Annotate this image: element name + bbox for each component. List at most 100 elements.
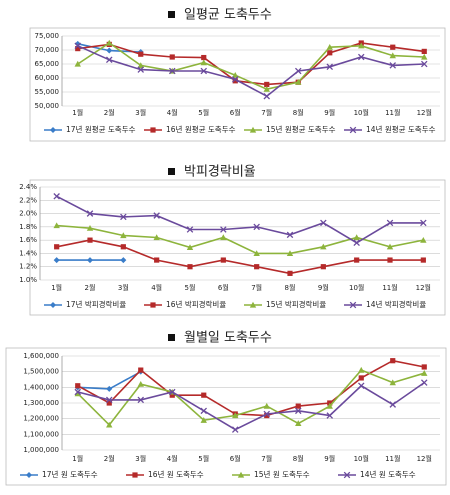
marker	[54, 244, 60, 250]
marker	[343, 471, 351, 479]
marker	[327, 50, 333, 56]
y-tick-label: 1,400,000	[23, 383, 59, 391]
marker	[264, 412, 270, 419]
marker	[420, 257, 426, 263]
chart-title: 박피경락비율	[184, 165, 256, 180]
y-tick-label: 70,000	[35, 46, 60, 54]
x-tick-label: 3월	[135, 108, 146, 117]
marker	[26, 472, 32, 478]
series-line	[77, 369, 425, 427]
marker	[86, 210, 94, 217]
series-line	[77, 359, 425, 417]
marker	[320, 219, 327, 227]
marker	[153, 212, 160, 219]
y-tick-label: 1.4%	[19, 249, 37, 257]
y-tick-label: 1.8%	[19, 223, 37, 231]
chart-title: 월별일 도축두수	[184, 331, 272, 346]
marker	[286, 231, 294, 239]
x-tick-label: 8월	[285, 283, 296, 292]
marker	[389, 379, 396, 386]
x-tick-label: 4월	[151, 283, 162, 292]
marker	[87, 257, 93, 264]
marker	[53, 193, 60, 200]
marker	[295, 403, 301, 409]
marker	[421, 48, 427, 54]
marker	[105, 396, 113, 404]
marker	[137, 381, 144, 387]
legend-label: 16년 박피경락비율	[166, 299, 226, 309]
marker	[138, 367, 144, 373]
title-icon	[168, 168, 175, 175]
x-tick-label: 9월	[324, 108, 335, 117]
legend-label: 15년 원 도축두수	[254, 469, 310, 479]
marker	[420, 236, 427, 243]
marker	[231, 426, 239, 433]
marker	[168, 388, 176, 396]
marker	[320, 264, 326, 270]
y-tick-label: 75,000	[35, 32, 60, 40]
y-tick-label: 2.4%	[19, 183, 37, 191]
series-line	[77, 381, 425, 431]
marker	[138, 51, 144, 57]
marker	[106, 39, 113, 46]
marker	[386, 243, 394, 250]
series-line	[77, 45, 425, 98]
y-tick-label: 1.2%	[19, 263, 37, 271]
x-tick-label: 3월	[118, 283, 129, 292]
marker	[220, 234, 227, 241]
marker	[150, 302, 156, 308]
marker	[263, 92, 271, 100]
marker	[168, 67, 176, 75]
marker	[237, 471, 245, 478]
marker	[254, 264, 260, 270]
marker	[389, 52, 396, 59]
x-tick-label: 10월	[354, 108, 369, 117]
marker	[137, 396, 145, 404]
marker	[231, 76, 239, 83]
marker	[295, 420, 302, 426]
marker	[105, 56, 113, 64]
y-tick-label: 1.0%	[19, 276, 37, 284]
marker	[320, 243, 327, 250]
marker	[137, 66, 145, 73]
y-tick-label: 65,000	[35, 60, 60, 68]
marker	[294, 407, 302, 415]
legend-label: 17년 원평균 도축두수	[66, 124, 136, 134]
legend-label: 16년 원평균 도축두수	[166, 124, 236, 134]
x-tick-label: 10월	[349, 283, 364, 292]
marker	[232, 72, 239, 78]
y-tick-label: 2.0%	[19, 210, 37, 218]
marker	[253, 223, 260, 231]
marker	[263, 410, 271, 418]
x-tick-label: 1월	[51, 283, 62, 292]
marker	[349, 126, 357, 134]
marker	[287, 270, 293, 276]
marker	[200, 407, 208, 415]
x-tick-label: 4월	[167, 108, 178, 117]
series-line	[56, 239, 424, 275]
marker	[264, 81, 270, 88]
x-tick-label: 4월	[167, 454, 178, 463]
x-tick-label: 7월	[261, 108, 272, 117]
marker	[200, 59, 207, 66]
marker	[200, 67, 208, 75]
x-tick-label: 12월	[417, 454, 432, 463]
marker	[86, 224, 94, 231]
legend-label: 17년 박피경락비율	[66, 299, 126, 309]
y-tick-label: 1,200,000	[23, 415, 59, 423]
marker	[326, 44, 333, 50]
marker	[74, 40, 81, 47]
x-tick-label: 2월	[104, 108, 115, 117]
marker	[75, 383, 81, 389]
marker	[286, 250, 294, 257]
marker	[389, 62, 397, 69]
marker	[50, 127, 56, 133]
chart-frame	[29, 179, 446, 316]
x-tick-label: 9월	[324, 454, 335, 463]
marker	[106, 47, 113, 54]
marker	[420, 379, 428, 386]
y-tick-label: 1,100,000	[23, 430, 59, 438]
x-tick-label: 11월	[385, 108, 400, 117]
marker	[74, 60, 81, 67]
